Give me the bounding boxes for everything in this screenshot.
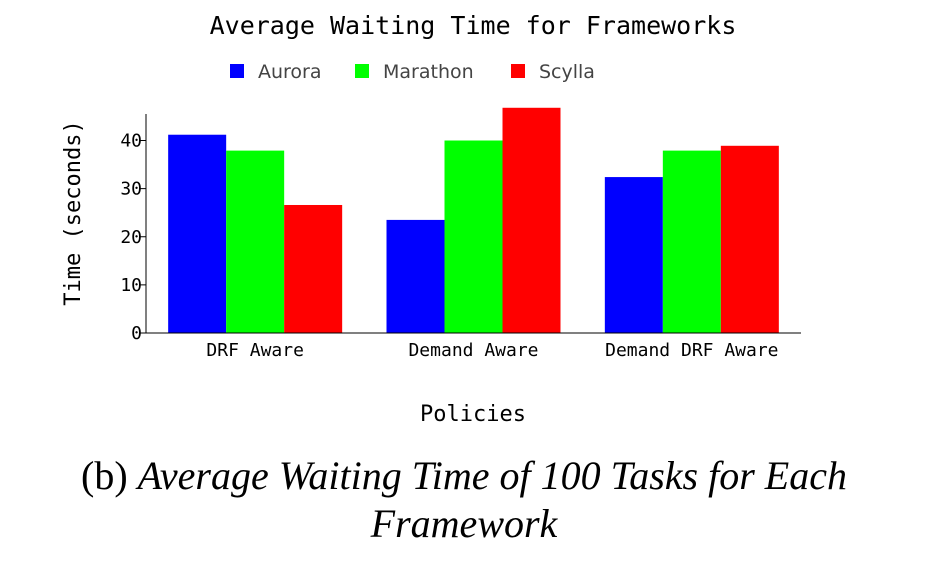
caption-text: Average Waiting Time of 100 Tasks for Ea… [137, 453, 847, 546]
bar-scylla-3 [720, 145, 779, 333]
chart-title: Average Waiting Time for Frameworks [210, 11, 737, 40]
bar-marathon-1 [226, 150, 285, 333]
legend-label-aurora: Aurora [258, 61, 322, 83]
bar-marathon-3 [662, 150, 721, 333]
figure-caption: (b) Average Waiting Time of 100 Tasks fo… [0, 452, 928, 548]
y-tick-label: 30 [120, 179, 142, 200]
legend-swatch-aurora [230, 64, 244, 78]
y-tick-label: 10 [120, 275, 142, 296]
y-tick-label: 0 [131, 323, 142, 344]
x-axis: DRF Aware Demand Aware Demand DRF Aware [146, 332, 801, 361]
bar-scylla-1 [284, 204, 343, 333]
bar-scylla-2 [502, 107, 561, 334]
y-axis-label: Time (seconds) [61, 120, 86, 305]
bar-marathon-2 [444, 140, 503, 333]
bar-aurora-2 [386, 219, 445, 333]
legend-label-marathon: Marathon [383, 61, 474, 83]
legend-label-scylla: Scylla [539, 61, 595, 83]
legend: Aurora Marathon Scylla [230, 61, 595, 83]
bars [168, 107, 779, 334]
x-tick-label: Demand Aware [408, 340, 538, 361]
y-axis: 0 10 20 30 40 [120, 114, 147, 344]
legend-swatch-scylla [511, 64, 525, 78]
x-tick-label: Demand DRF Aware [605, 340, 778, 361]
bar-aurora-1 [168, 134, 227, 333]
y-tick-label: 40 [120, 131, 142, 152]
legend-swatch-marathon [355, 64, 369, 78]
caption-label: (b) [81, 453, 128, 498]
x-tick-label: DRF Aware [206, 340, 304, 361]
x-axis-label: Policies [420, 402, 526, 427]
y-tick-label: 20 [120, 227, 142, 248]
bar-aurora-3 [604, 177, 663, 333]
